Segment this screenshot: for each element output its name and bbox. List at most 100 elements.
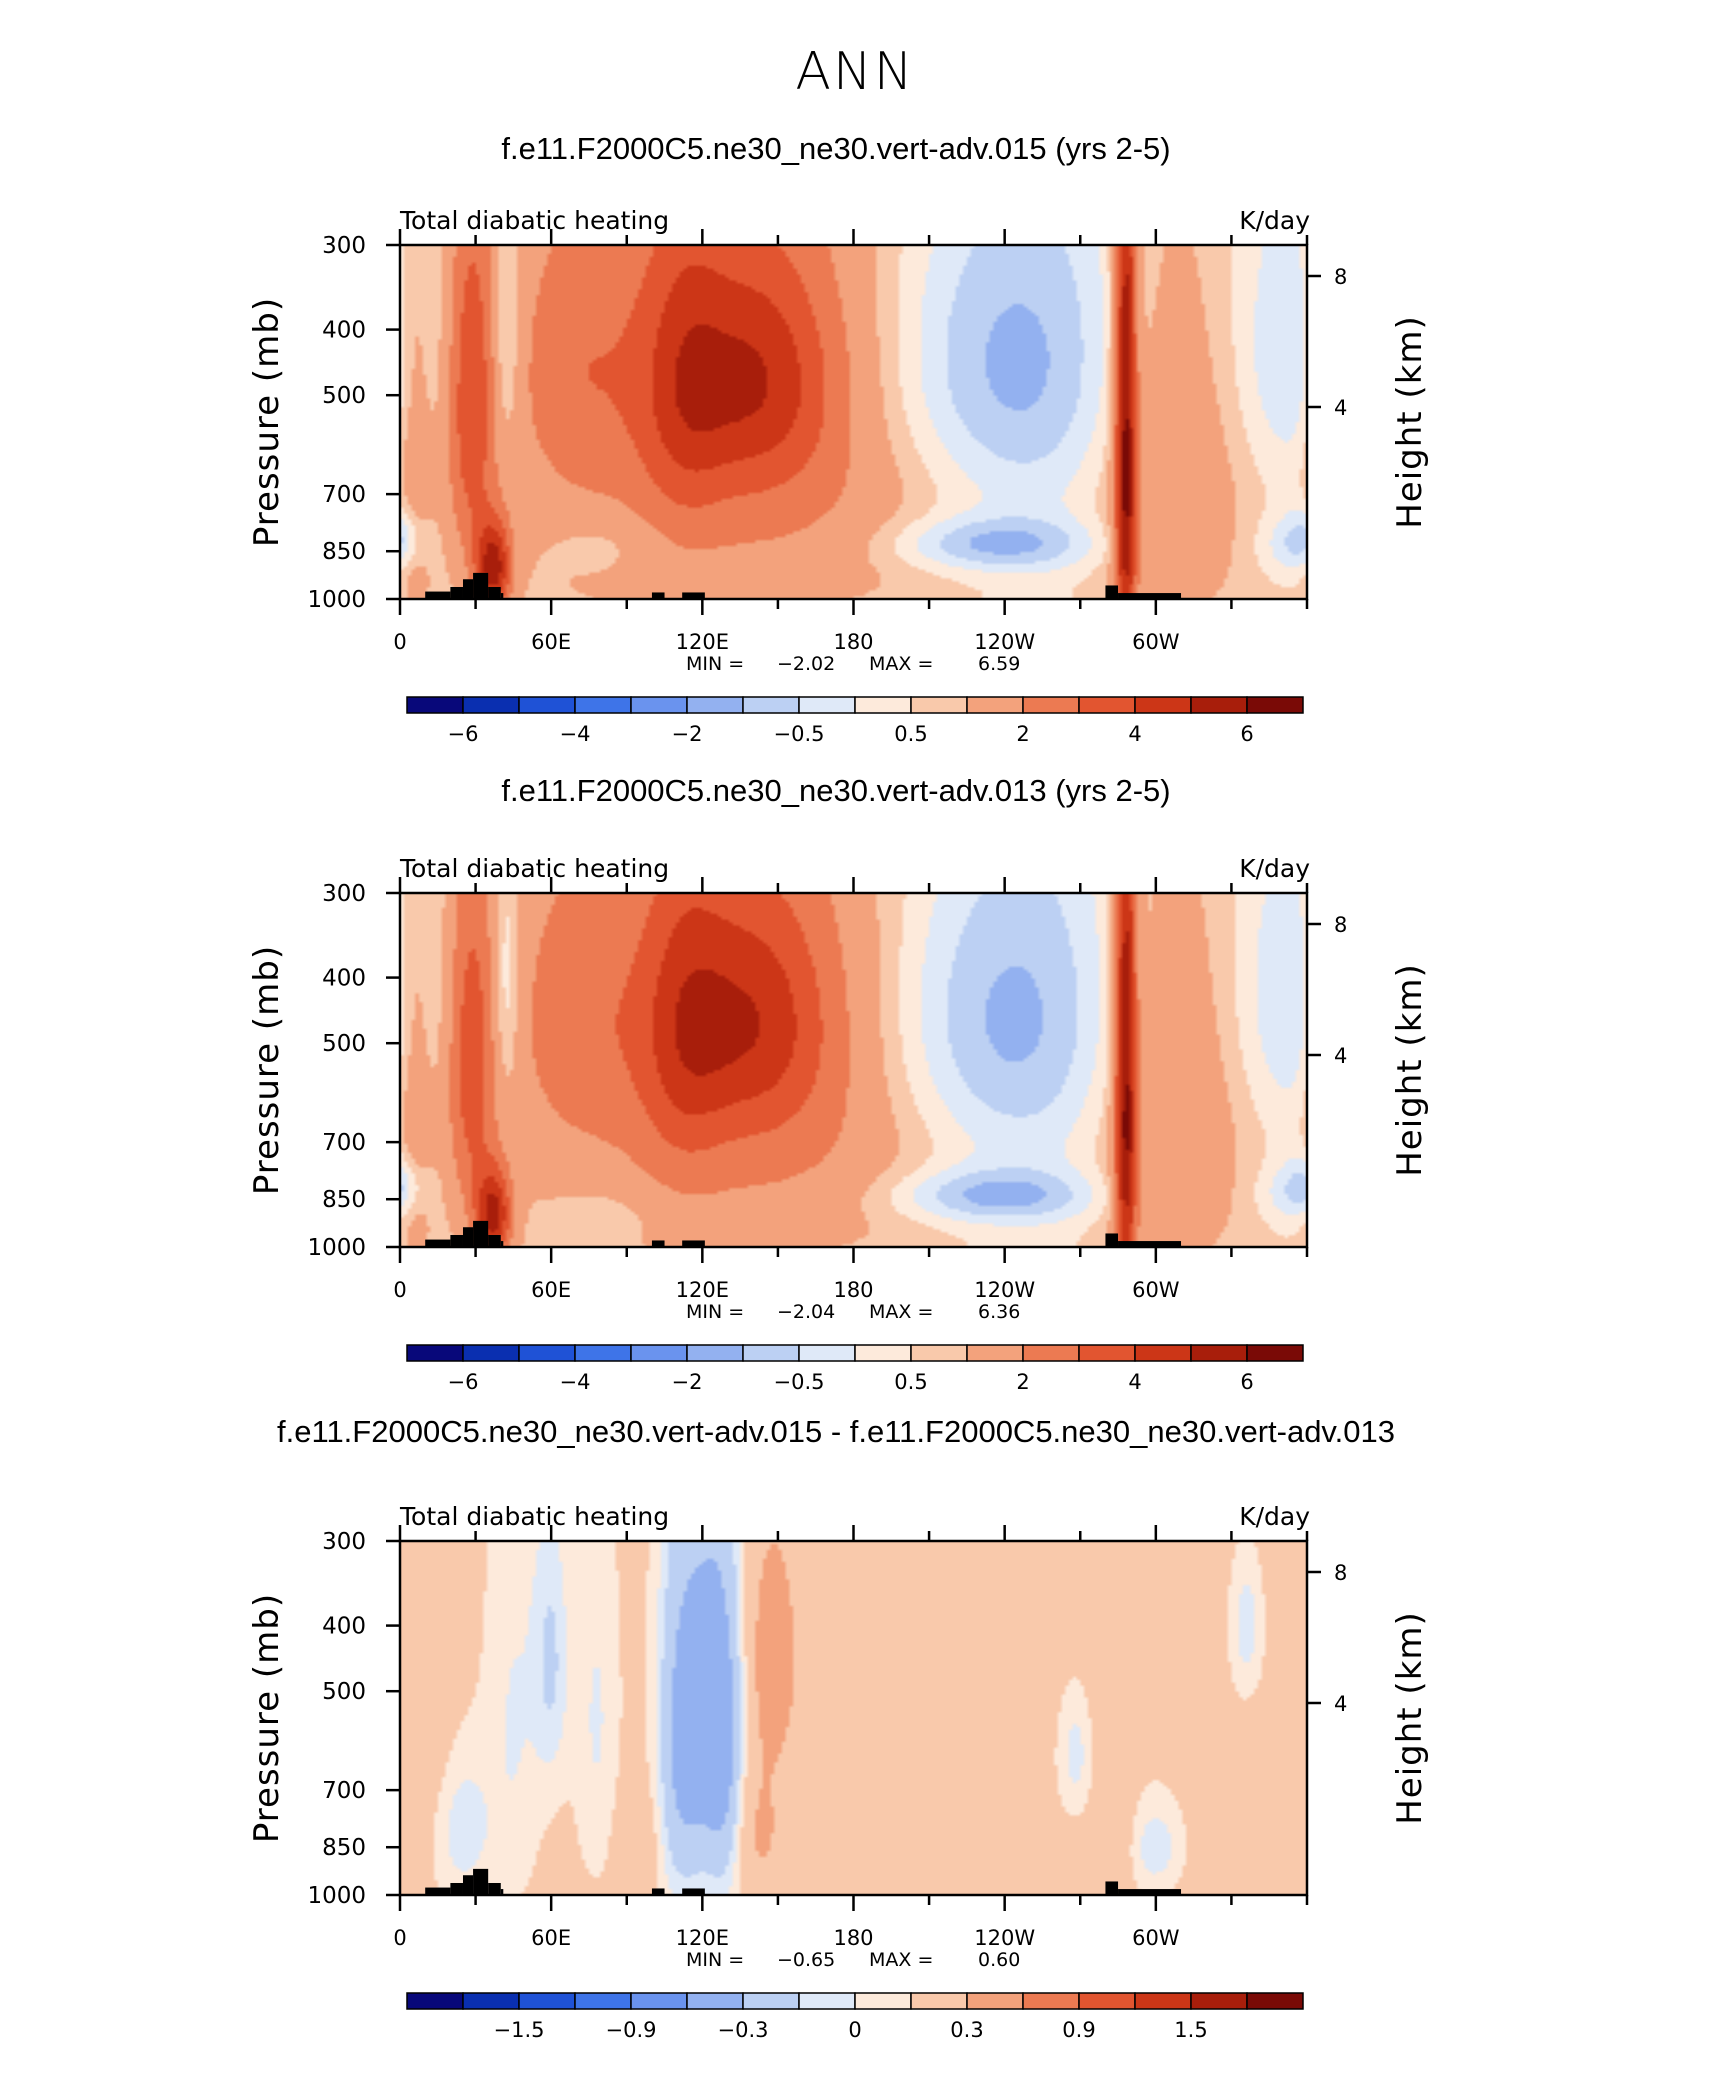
min-label: MIN = (686, 653, 744, 675)
y-tick-label: 500 (322, 383, 366, 409)
colorbar-tick-label: −1.5 (494, 2018, 545, 2042)
colorbar-box (686, 1344, 744, 1362)
colorbar-box (1246, 696, 1304, 714)
y-tick-label: 850 (322, 539, 366, 565)
y-tick-label: 300 (322, 1529, 366, 1555)
colorbar-tick-label: 2 (1016, 1370, 1029, 1394)
colorbar-tick-label: −6 (448, 1370, 479, 1394)
land-mask (651, 1888, 665, 1895)
x-tick-label: 180 (833, 1278, 873, 1302)
plot-title-1: f.e11.F2000C5.ne30_ne30.vert-adv.015 (yr… (501, 131, 1171, 166)
colorbar-box (406, 696, 464, 714)
colorbar-tick-label: 0 (848, 2018, 861, 2042)
right-tick-label: 8 (1334, 265, 1347, 289)
land-mask (1105, 585, 1119, 599)
colorbar-box (1022, 696, 1080, 714)
min-value: −2.04 (777, 1301, 835, 1323)
y-tick-label: 1000 (307, 587, 366, 613)
right-tick-label: 4 (1334, 396, 1347, 420)
colorbar-box (742, 1344, 800, 1362)
y-axis-title: Pressure (mb) (247, 297, 287, 547)
left-label: Total diabatic heating (399, 1502, 669, 1531)
colorbar-box (462, 1344, 520, 1362)
colorbar-box (966, 1992, 1024, 2010)
colorbar-box (406, 1344, 464, 1362)
colorbar-box (1246, 1344, 1304, 1362)
land-mask (651, 592, 665, 599)
x-tick-label: 60W (1132, 1278, 1180, 1302)
x-tick-label: 120E (676, 1278, 729, 1302)
colorbar-tick-label: −4 (560, 722, 591, 746)
page-title: ANN (795, 42, 915, 102)
land-mask (462, 1227, 474, 1247)
y-tick-label: 400 (322, 966, 366, 992)
land-mask (682, 1240, 705, 1247)
x-tick-label: 0 (393, 1926, 406, 1950)
colorbar-box (686, 696, 744, 714)
colorbar-box (742, 696, 800, 714)
colorbar-box (574, 1992, 632, 2010)
colorbar-box (1134, 1992, 1192, 2010)
x-tick-label: 120W (974, 1278, 1035, 1302)
heatmap-panel-2: Total diabatic heating K/day 300 400 500 700 8… (247, 854, 1430, 1394)
heatmap-field (400, 245, 1307, 599)
y-tick-label: 500 (322, 1679, 366, 1705)
colorbar-tick-label: −2 (672, 1370, 703, 1394)
land-mask (425, 1239, 451, 1247)
x-tick-label: 60E (531, 1926, 571, 1950)
x-tick-label: 0 (393, 630, 406, 654)
heatmap-field (400, 1541, 1307, 1895)
land-mask (473, 1868, 489, 1895)
units-label: K/day (1239, 1502, 1310, 1531)
colorbar-box (1190, 1344, 1248, 1362)
land-mask (425, 1887, 451, 1895)
land-mask (500, 1889, 504, 1895)
colorbar: −6 −4 −2 −0.5 0.5 2 4 6 (406, 1344, 1304, 1394)
colorbar-tick-label: −0.3 (718, 2018, 769, 2042)
y-tick-label: 850 (322, 1187, 366, 1213)
colorbar-box (518, 1344, 576, 1362)
x-tick-label: 0 (393, 1278, 406, 1302)
land-mask (450, 1234, 463, 1247)
colorbar-tick-label: 4 (1128, 1370, 1141, 1394)
land-mask (425, 591, 451, 599)
right-tick-label: 8 (1334, 913, 1347, 937)
y-axis-title: Pressure (mb) (247, 945, 287, 1195)
max-label: MAX = (869, 653, 933, 675)
colorbar: −1.5 −0.9 −0.3 0 0.3 0.9 1.5 (406, 1992, 1304, 2042)
colorbar-box (742, 1992, 800, 2010)
x-tick-label: 120E (676, 630, 729, 654)
units-label: K/day (1239, 206, 1310, 235)
colorbar-tick-label: −0.5 (774, 722, 825, 746)
y-axis-title: Pressure (mb) (247, 1593, 287, 1843)
y-axis-title-right: Height (km) (1390, 963, 1430, 1177)
colorbar-box (1078, 1344, 1136, 1362)
y-tick-label: 700 (322, 482, 366, 508)
left-label: Total diabatic heating (399, 854, 669, 883)
colorbar-box (798, 1344, 856, 1362)
colorbar-tick-label: −6 (448, 722, 479, 746)
left-label: Total diabatic heating (399, 206, 669, 235)
colorbar-box (966, 1344, 1024, 1362)
right-tick-label: 4 (1334, 1044, 1347, 1068)
max-value: 6.36 (978, 1301, 1020, 1323)
y-tick-label: 400 (322, 1614, 366, 1640)
colorbar-box (518, 1992, 576, 2010)
land-mask (488, 1234, 501, 1247)
land-mask (651, 1240, 665, 1247)
colorbar-tick-label: 6 (1240, 722, 1253, 746)
land-mask (450, 1882, 463, 1895)
colorbar-box (910, 1344, 968, 1362)
heatmap-panel-1: Total diabatic heating K/day 300 400 500 700 8… (247, 206, 1430, 746)
land-mask (473, 1220, 489, 1247)
colorbar-box (1246, 1992, 1304, 2010)
colorbar-box (462, 696, 520, 714)
land-mask (473, 572, 489, 599)
land-mask (500, 1241, 504, 1247)
colorbar-box (630, 1992, 688, 2010)
colorbar-box (1134, 1344, 1192, 1362)
land-mask (1118, 1241, 1182, 1247)
colorbar-box (630, 696, 688, 714)
colorbar-box (854, 1992, 912, 2010)
y-axis-title-right: Height (km) (1390, 1611, 1430, 1825)
